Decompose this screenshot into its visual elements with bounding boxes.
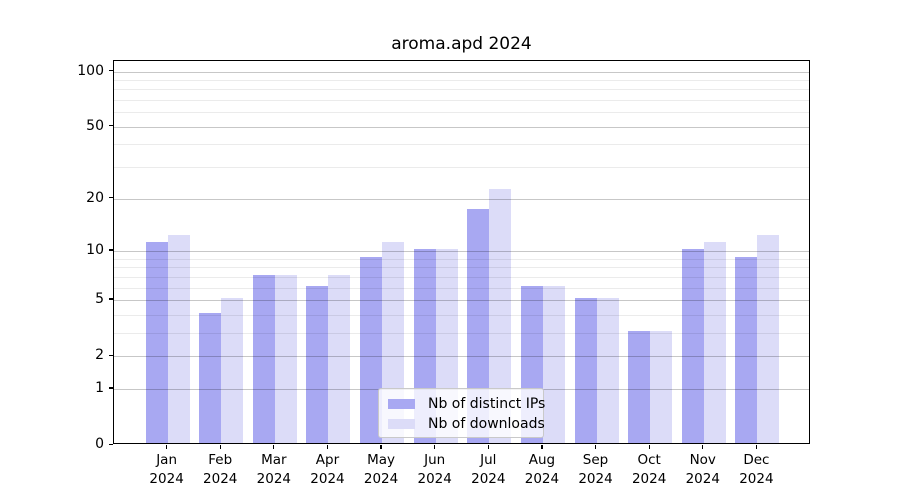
y-tick-label-0: 0 [95,436,104,452]
bar-nb-of-distinct-ips-9 [628,330,651,443]
x-tick-label-11: Dec 2024 [739,452,774,487]
gridline-3 [114,332,809,334]
gridline-4 [114,314,809,316]
gridline-2 [114,356,809,358]
x-tick-label-0: Jan 2024 [149,452,184,487]
y-tick-label-100: 100 [77,62,104,79]
y-tick-mark-5 [109,298,113,300]
x-tick-label-10: Nov 2024 [685,452,720,487]
bar-nb-of-downloads-3 [328,274,351,443]
x-tick-mark-2 [273,444,275,449]
x-tick-label-2: Mar 2024 [256,452,292,487]
gridline-60 [114,112,809,114]
grid-layer [114,61,809,443]
x-tick-label-5: Jun 2024 [417,452,452,487]
y-tick-label-5: 5 [95,290,104,307]
legend-item-1: Nb of downloads [388,414,545,434]
bar-nb-of-downloads-10 [703,241,726,443]
bar-nb-of-downloads-9 [650,330,673,443]
gridline-40 [114,144,809,146]
y-tick-mark-20 [109,197,113,199]
y-tick-mark-0 [109,443,113,445]
gridline-70 [114,100,809,102]
gridline-80 [114,89,809,91]
x-tick-mark-11 [755,444,757,449]
y-tick-label-10: 10 [86,241,104,258]
x-tick-label-9: Oct 2024 [631,452,667,487]
gridline-8 [114,267,809,269]
y-tick-label-2: 2 [95,347,104,364]
y-tick-label-1: 1 [95,379,104,396]
bar-nb-of-downloads-7 [542,285,565,443]
legend-item-0: Nb of distinct IPs [388,394,545,414]
gridline-6 [114,287,809,289]
y-tick-mark-50 [109,125,113,127]
x-tick-mark-10 [702,444,704,449]
x-tick-mark-5 [434,444,436,449]
bars-layer [114,61,809,443]
legend-swatch-0 [388,399,415,409]
y-tick-mark-100 [109,70,113,72]
gridline-100 [114,71,809,73]
x-tick-mark-3 [326,444,329,449]
x-tick-label-7: Aug 2024 [524,452,560,487]
bar-nb-of-distinct-ips-8 [574,298,597,443]
x-tick-mark-6 [487,444,489,449]
gridline-30 [114,167,809,169]
x-tick-label-8: Sep 2024 [578,452,613,487]
x-tick-label-6: Jul 2024 [471,452,506,487]
bar-nb-of-distinct-ips-0 [145,241,168,443]
bar-nb-of-downloads-0 [167,235,190,443]
x-tick-mark-1 [219,444,221,449]
y-tick-label-50: 50 [86,117,104,134]
bar-nb-of-downloads-8 [596,298,619,443]
chart-title: aroma.apd 2024 [391,34,532,54]
gridline-9 [114,258,809,260]
x-tick-mark-4 [380,444,382,449]
x-tick-label-1: Feb 2024 [203,452,238,487]
gridline-90 [114,79,809,81]
y-tick-mark-2 [109,354,113,356]
bar-nb-of-downloads-2 [274,274,297,443]
legend: Nb of distinct IPs Nb of downloads [378,388,545,438]
gridline-10 [114,250,809,252]
plot-area [113,60,810,444]
legend-swatch-1 [388,419,415,429]
bar-nb-of-distinct-ips-11 [735,256,758,443]
bar-nb-of-distinct-ips-3 [306,285,329,443]
bar-nb-of-downloads-1 [221,298,244,443]
y-tick-mark-10 [109,249,113,251]
gridline-50 [114,126,809,128]
legend-label-0: Nb of distinct IPs [428,396,546,412]
y-tick-label-20: 20 [86,189,104,206]
legend-rows: Nb of distinct IPs Nb of downloads [388,394,545,434]
x-tick-mark-7 [541,444,543,449]
bar-nb-of-distinct-ips-2 [252,274,275,443]
x-tick-mark-9 [648,444,650,449]
bar-nb-of-distinct-ips-10 [681,248,704,443]
y-tick-mark-1 [109,387,113,389]
x-tick-mark-8 [594,444,597,449]
legend-label-1: Nb of downloads [428,416,545,432]
bar-nb-of-downloads-11 [757,235,780,443]
x-tick-label-4: May 2024 [363,452,399,487]
gridline-5 [114,299,809,301]
x-tick-mark-0 [166,444,168,449]
bar-nb-of-distinct-ips-1 [199,312,222,443]
gridline-7 [114,276,809,278]
gridline-20 [114,198,809,200]
x-tick-label-3: Apr 2024 [310,452,345,487]
